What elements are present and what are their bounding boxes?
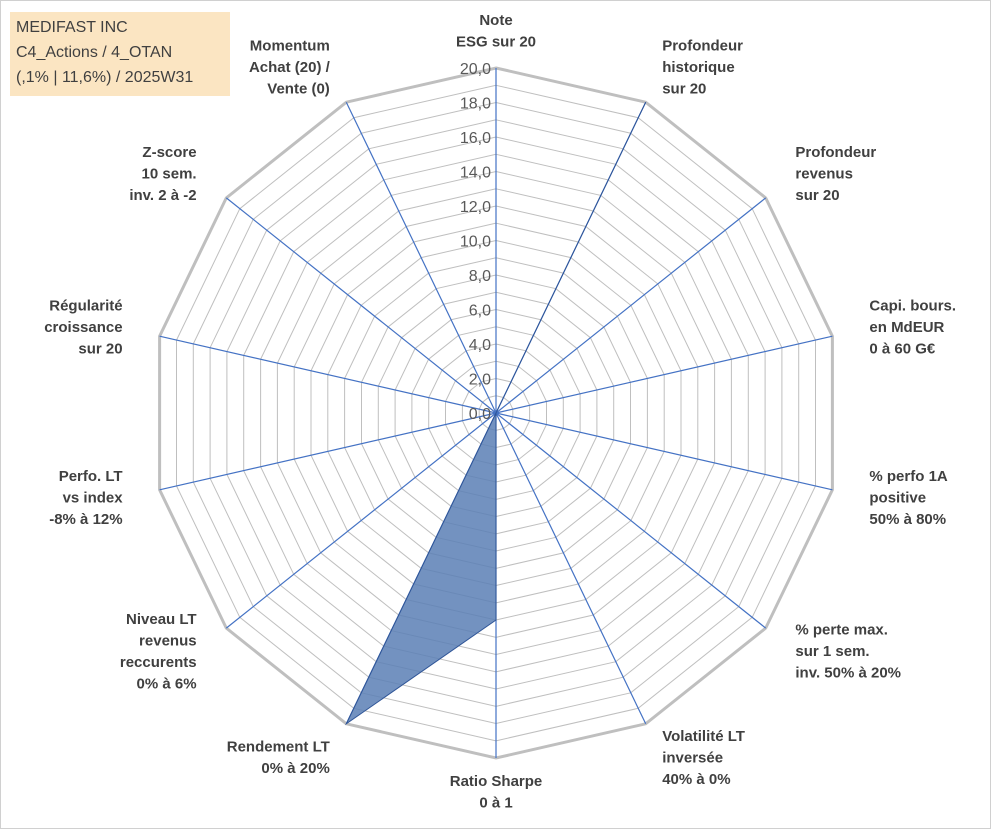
axis-category-line: -8% à 12%	[49, 511, 122, 528]
axis-category-line: Vente (0)	[267, 81, 330, 98]
axis-category-label: Capi. bours. en MdEUR 0 à 60 G€	[869, 298, 956, 358]
axis-category-line: ESG sur 20	[456, 34, 536, 51]
axis-category-label: % perte max. sur 1 sem. inv. 50% à 20%	[795, 622, 901, 682]
tick-label: 0,0	[469, 406, 491, 423]
tick-label: 8,0	[469, 268, 491, 285]
axis-category-line: sur 20	[662, 81, 706, 98]
axis-category-line: Profondeur	[662, 38, 743, 55]
tick-layer: 0,0 2,0 4,0 6,0 8,0 10,0 12,0 14,0 16,0 18,0 20,0	[460, 61, 491, 423]
axis-category-line: inversée	[662, 749, 723, 766]
axis-category-line: revenus	[139, 632, 197, 649]
axis-category-line: positive	[869, 490, 926, 507]
axis-category-label: Z-score 10 sem. inv. 2 à -2	[129, 144, 196, 204]
tick-label: 14,0	[460, 165, 491, 182]
axis-category-line: revenus	[795, 166, 853, 183]
axis-category-line: 0 à 60 G€	[869, 341, 936, 358]
axis-category-label: Momentum Achat (20) / Vente (0)	[249, 38, 331, 98]
axis-category-line: Rendement LT	[227, 739, 330, 756]
axis-category-line: en MdEUR	[869, 319, 944, 336]
axis-category-line: Note	[479, 12, 512, 29]
axis-category-line: croissance	[44, 319, 122, 336]
axis-category-line: vs index	[63, 490, 124, 507]
axis-spoke	[495, 412, 833, 491]
period-stats: (,1% | 11,6%) / 2025W31	[16, 69, 194, 86]
axis-category-line: Z-score	[142, 144, 196, 161]
axis-category-line: Profondeur	[795, 144, 876, 161]
axis-spoke	[495, 197, 767, 414]
axis-category-label: Niveau LT revenus reccurents 0% à 6%	[120, 611, 197, 693]
axis-category-line: 0 à 1	[479, 795, 512, 812]
axis-category-label: Volatilité LT inversée 40% à 0%	[662, 728, 745, 788]
axis-category-line: 0% à 6%	[137, 675, 197, 692]
axis-category-line: 50% à 80%	[869, 511, 946, 528]
axis-category-line: % perfo 1A	[869, 468, 948, 485]
tick-label: 10,0	[460, 234, 491, 251]
axis-category-line: Ratio Sharpe	[450, 773, 543, 790]
axis-category-label: Rendement LT 0% à 20%	[227, 739, 330, 778]
axis-spoke	[225, 197, 497, 414]
axis-category-label: % perfo 1A positive 50% à 80%	[869, 468, 948, 528]
series-layer	[345, 101, 647, 726]
axis-category-line: sur 20	[78, 341, 122, 358]
axis-spoke	[495, 412, 647, 725]
tick-label: 18,0	[460, 96, 491, 113]
axis-category-label: Ratio Sharpe 0 à 1	[450, 773, 543, 812]
axis-spoke	[159, 412, 497, 491]
series-area	[345, 101, 647, 726]
axis-spoke	[159, 335, 497, 414]
axis-category-label: Profondeur historique sur 20	[662, 38, 743, 98]
axis-category-line: Niveau LT	[126, 611, 197, 628]
portfolio-category: C4_Actions / 4_OTAN	[16, 44, 173, 61]
axis-spoke	[345, 101, 497, 414]
axis-category-line: inv. 2 à -2	[129, 187, 196, 204]
axis-category-line: sur 1 sem.	[795, 643, 869, 660]
axis-spoke	[495, 335, 833, 414]
axis-category-line: Perfo. LT	[59, 468, 123, 485]
axis-category-line: Achat (20) /	[249, 59, 331, 76]
axis-label-layer: Note ESG sur 20 Profondeur historique sur 20…	[44, 12, 956, 812]
tick-label: 20,0	[460, 61, 491, 78]
axis-category-label: Note ESG sur 20	[456, 12, 536, 51]
axis-category-line: % perte max.	[795, 622, 888, 639]
axis-category-line: reccurents	[120, 654, 197, 671]
axis-category-line: 10 sem.	[142, 166, 197, 183]
axis-category-label: Régularité croissance sur 20	[44, 298, 122, 358]
company-name: MEDIFAST INC	[16, 19, 128, 36]
chart-title-box: MEDIFAST INC C4_Actions / 4_OTAN (,1% | …	[10, 12, 230, 96]
axis-category-line: Momentum	[250, 38, 330, 55]
tick-label: 16,0	[460, 130, 491, 147]
tick-label: 12,0	[460, 199, 491, 216]
axis-category-line: 0% à 20%	[261, 760, 329, 777]
tick-label: 6,0	[469, 303, 491, 320]
axis-category-line: 40% à 0%	[662, 771, 730, 788]
axis-spoke	[495, 412, 767, 629]
axis-category-line: historique	[662, 59, 735, 76]
axis-category-line: sur 20	[795, 187, 839, 204]
tick-label: 4,0	[469, 337, 491, 354]
tick-label: 2,0	[469, 372, 491, 389]
axis-category-line: inv. 50% à 20%	[795, 665, 901, 682]
axis-category-label: Profondeur revenus sur 20	[795, 144, 876, 204]
axis-category-line: Volatilité LT	[662, 728, 745, 745]
axis-spoke	[225, 412, 497, 629]
axis-category-line: Capi. bours.	[869, 298, 956, 315]
axis-category-label: Perfo. LT vs index -8% à 12%	[49, 468, 123, 528]
axis-category-line: Régularité	[49, 298, 122, 315]
